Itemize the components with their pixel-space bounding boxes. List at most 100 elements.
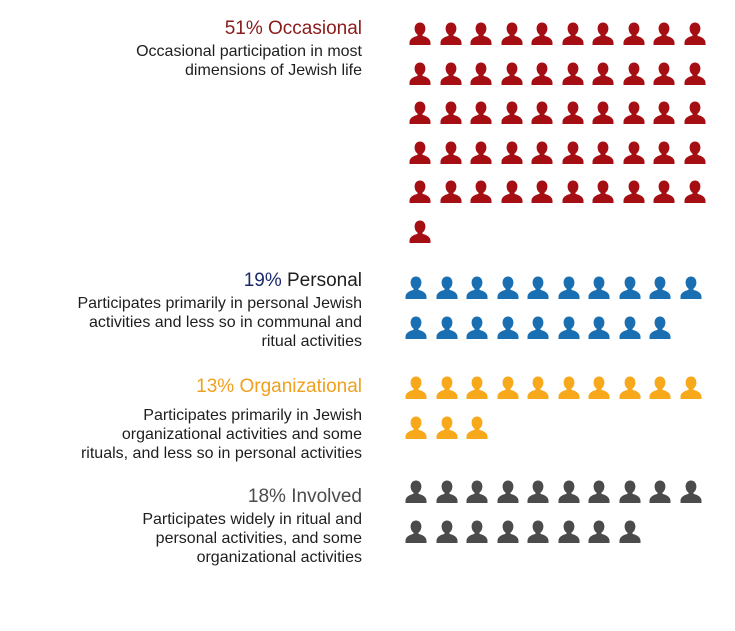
person-icon: [438, 178, 464, 204]
percent-label-involved: 18%: [247, 486, 286, 507]
person-icon: [495, 274, 521, 300]
person-icon: [403, 518, 429, 544]
person-icon: [525, 478, 551, 504]
person-icon: [468, 139, 494, 165]
person-icon: [525, 374, 551, 400]
percent-label-personal: 19%: [243, 270, 282, 291]
person-icon: [464, 314, 490, 340]
percent-label-occasional: 51%: [224, 18, 263, 39]
description-line: organizational activities and some: [121, 426, 362, 443]
person-icon: [434, 414, 460, 440]
person-icon: [468, 178, 494, 204]
person-icon: [529, 99, 555, 125]
person-icon: [464, 478, 490, 504]
person-icon: [647, 274, 673, 300]
person-icon: [651, 139, 677, 165]
person-icon: [647, 374, 673, 400]
person-icon: [556, 274, 582, 300]
person-icon: [560, 99, 586, 125]
person-icon: [651, 20, 677, 46]
person-icon: [434, 374, 460, 400]
person-icon: [590, 178, 616, 204]
person-icon: [525, 274, 551, 300]
person-icon: [586, 274, 612, 300]
group-heading-organizational: 13% Organizational: [81, 376, 362, 398]
person-icon: [682, 20, 708, 46]
person-icon: [499, 139, 525, 165]
group-name-involved: Involved: [291, 486, 362, 507]
person-icon: [651, 60, 677, 86]
person-icon: [617, 374, 643, 400]
person-icon: [556, 314, 582, 340]
person-icon: [590, 139, 616, 165]
person-icon: [647, 314, 673, 340]
person-icon: [468, 20, 494, 46]
person-icon: [407, 20, 433, 46]
person-icon: [529, 20, 555, 46]
person-icon: [682, 99, 708, 125]
person-icon: [464, 374, 490, 400]
person-icon: [464, 518, 490, 544]
group-heading-occasional: 51% Occasional: [136, 18, 362, 40]
person-icon: [586, 314, 612, 340]
group-organizational: 13% Organizational Participates primaril…: [81, 376, 362, 463]
person-icon: [529, 139, 555, 165]
person-icon: [434, 478, 460, 504]
person-icon: [560, 20, 586, 46]
person-icon: [407, 218, 433, 244]
description-line: dimensions of Jewish life: [185, 62, 362, 79]
description-line: Occasional participation in most: [136, 43, 362, 60]
person-icon: [617, 314, 643, 340]
person-icon: [434, 518, 460, 544]
description-line: activities and less so in communal and: [88, 314, 362, 331]
person-icon: [468, 60, 494, 86]
person-icon: [682, 178, 708, 204]
person-icon: [438, 20, 464, 46]
group-description-involved: Participates widely in ritual and person…: [142, 510, 362, 567]
person-icon: [403, 274, 429, 300]
person-icon: [617, 478, 643, 504]
person-icon: [468, 99, 494, 125]
person-icon: [621, 178, 647, 204]
percent-label-organizational: 13%: [196, 376, 235, 397]
description-line: Participates widely in ritual and: [142, 511, 362, 528]
person-icon: [556, 478, 582, 504]
person-icon: [621, 60, 647, 86]
group-name-personal: Personal: [287, 270, 362, 291]
person-icon: [651, 178, 677, 204]
person-icon: [590, 99, 616, 125]
person-icon: [529, 60, 555, 86]
group-description-organizational: Participates primarily in Jewish organiz…: [81, 406, 362, 463]
person-icon: [678, 478, 704, 504]
person-icon: [499, 20, 525, 46]
person-icon: [525, 314, 551, 340]
person-icon: [434, 274, 460, 300]
person-icon: [407, 139, 433, 165]
person-icon: [682, 139, 708, 165]
description-line: ritual activities: [261, 333, 362, 350]
group-heading-personal: 19% Personal: [77, 270, 362, 292]
person-icon: [403, 314, 429, 340]
person-icon: [586, 518, 612, 544]
person-icon: [434, 314, 460, 340]
person-icon: [556, 518, 582, 544]
person-icon: [495, 478, 521, 504]
person-icon: [590, 60, 616, 86]
person-icon: [495, 518, 521, 544]
person-icon: [464, 274, 490, 300]
person-icon: [586, 478, 612, 504]
person-icon: [525, 518, 551, 544]
group-description-personal: Participates primarily in personal Jewis…: [77, 294, 362, 351]
group-description-occasional: Occasional participation in most dimensi…: [136, 42, 362, 80]
person-icon: [407, 99, 433, 125]
person-icon: [464, 414, 490, 440]
person-icon: [495, 314, 521, 340]
person-icon: [403, 414, 429, 440]
group-involved: 18% Involved Participates widely in ritu…: [142, 486, 362, 567]
person-icon: [499, 99, 525, 125]
person-icon: [495, 374, 521, 400]
person-icon: [678, 274, 704, 300]
person-icon: [529, 178, 555, 204]
